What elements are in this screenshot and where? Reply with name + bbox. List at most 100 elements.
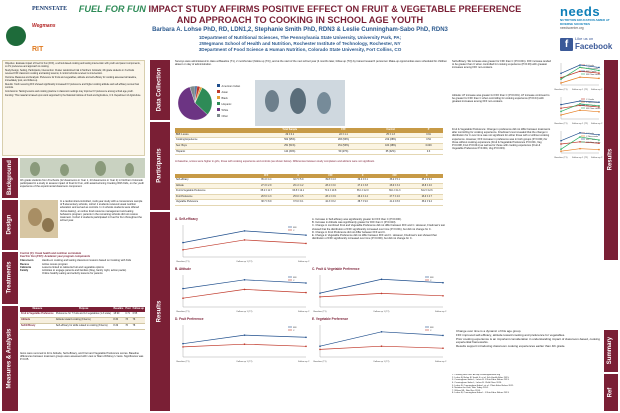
series-line xyxy=(182,279,307,289)
x-tick-label: Follow up 2 (T3) xyxy=(298,261,310,263)
data-point xyxy=(560,72,562,75)
chart-se-cooks-svg: Baseline (T1) Follow up 1 (T2) Follow up 2… xyxy=(554,63,607,91)
section-results: Results xyxy=(150,212,170,411)
data-point xyxy=(305,336,307,338)
treatment-row: Cafeteria Lessons linked to cafeteria fru… xyxy=(20,265,104,269)
section-ref: Ref xyxy=(604,374,618,411)
x-tick-label: Follow up 2 (T3) xyxy=(591,157,603,159)
chart-b-panel: B. Attitude Baseline (T1) Follow up 1 (T2… xyxy=(175,267,314,316)
poster-header: PENNSTATE Wegmans RIT FUEL FOR FUN IMPAC… xyxy=(0,0,620,60)
rit-logo: RIT xyxy=(32,46,44,53)
section-design: Design xyxy=(2,200,18,250)
measures-header: Follow-up xyxy=(131,307,145,312)
right-results-at: Attitude: AT increase was greater for FF… xyxy=(452,94,550,104)
data-point xyxy=(305,281,307,284)
needs-subtitle: NUTRITION EDUCATION AIMED AT DIVERSE SOC… xyxy=(560,18,610,26)
table-row: Hispanic 124 (30%) 59 (27%) 65 (32%) 0.3 xyxy=(175,149,443,156)
data-point xyxy=(598,72,600,74)
abstract-funding: Funding: This material is based upon wor… xyxy=(5,95,142,98)
legend-label: FFF Cooks xyxy=(586,105,596,107)
x-tick-label: Follow up 1 (T2) xyxy=(572,123,588,125)
chart-fv-cooks-panel: Baseline (T1) Follow up 1 (T2) Follow up 2… xyxy=(553,128,607,160)
race-pie-panel: American Indian Asian Black Hispanic White Ot… xyxy=(175,80,250,126)
legend-label: FFF Cooks xyxy=(586,139,596,141)
legend-label: White xyxy=(222,108,229,112)
data-point xyxy=(319,292,321,294)
table-row: Cooking Experience 502 (95%) 283 (66%) 219 … xyxy=(175,137,443,145)
x-tick-label: Follow up 2 (T3) xyxy=(591,123,603,125)
data-point xyxy=(182,241,184,244)
chart-d-panel: D. Fruit Preference Baseline (T1) Follow … xyxy=(175,317,314,366)
x-tick-label: Follow up 2 (T3) xyxy=(591,89,603,91)
data-point xyxy=(579,64,581,66)
series-line xyxy=(182,288,307,299)
data-point xyxy=(380,330,383,333)
pie-slice xyxy=(189,85,196,104)
needs-wordmark: needs xyxy=(560,4,601,19)
affiliation-1: 1Department of Nutritional Sciences, The… xyxy=(198,35,402,40)
data-point xyxy=(598,133,600,136)
data-point xyxy=(598,77,600,80)
facebook-badge[interactable]: f Like us on Facebook xyxy=(560,36,618,54)
data-point xyxy=(579,132,581,134)
data-point xyxy=(243,229,246,232)
needs-url[interactable]: needscenter.org xyxy=(560,26,584,31)
chart-e-svg: Baseline (T1) Follow up 1 (T2) Follow up 2… xyxy=(313,324,451,363)
chart-c-panel: C. Fruit & Vegetable Preference Baseline… xyxy=(312,267,451,316)
facebook-icon: f xyxy=(560,38,573,51)
title-rest: IMPACT STUDY AFFIRMS POSITIVE EFFECT ON … xyxy=(145,4,522,26)
legend-label: C xyxy=(430,330,432,332)
data-point xyxy=(442,294,444,297)
students-photo xyxy=(255,80,345,126)
legend-label: C xyxy=(293,230,295,232)
chart-c-svg: Baseline (T1) Follow up 1 (T2) Follow up 2… xyxy=(313,274,451,313)
x-tick-label: Follow up 1 (T2) xyxy=(237,261,253,263)
affiliations: 1Department of Nutritional Sciences, The… xyxy=(70,35,530,53)
abstract-results: Results: Youth receiving FFF showed sign… xyxy=(5,83,140,89)
legend-swatch xyxy=(217,102,220,105)
table-row: Self-efficacy 35.4 ± 4.4 32.7 ± 5.9 39.8 ± … xyxy=(175,178,443,184)
treatment-row: Online healthy eating and activity lesso… xyxy=(42,272,103,276)
x-tick-label: Follow up 1 (T2) xyxy=(572,157,588,159)
data-point xyxy=(560,82,562,84)
chart-a-title: A. Self-efficacy xyxy=(175,217,198,221)
chart-b-svg: Baseline (T1) Follow up 1 (T2) Follow up 2… xyxy=(176,274,314,313)
x-tick-label: Follow up 1 (T2) xyxy=(374,361,390,363)
data-point xyxy=(319,348,321,350)
data-point xyxy=(579,70,581,73)
chart-d-svg: Baseline (T1) Follow up 1 (T2) Follow up 2… xyxy=(176,324,314,363)
series-line xyxy=(182,230,307,243)
measures-header: Measure xyxy=(20,307,55,312)
section-measures: Measures & Analysis xyxy=(2,306,18,411)
legend-label: Asian xyxy=(222,90,229,94)
measures-header: Post xyxy=(124,307,132,312)
data-point xyxy=(243,343,246,345)
affiliation-2: 2Wegmans School of Health and Nutrition,… xyxy=(199,41,401,47)
x-tick-label: Follow up 2 (T3) xyxy=(298,311,310,313)
legend-label: C Cooks xyxy=(586,99,594,101)
measures-header: Purpose xyxy=(54,307,113,312)
cooking-photo xyxy=(20,200,58,238)
x-tick-label: Follow up 1 (T2) xyxy=(237,361,253,363)
chart-a-svg: Baseline (T1) Follow up 1 (T2) Follow up 2… xyxy=(176,224,314,263)
table-row: Self-Efficacy Self-efficacy for skills re… xyxy=(20,323,145,330)
authors: Barbara A. Lohse PhD, RD, LDN1,2, Stepha… xyxy=(152,27,448,33)
data-point xyxy=(598,66,600,69)
data-point xyxy=(380,292,383,294)
data-point xyxy=(442,334,444,336)
data-point xyxy=(182,345,184,348)
legend-label: Hispanic xyxy=(222,102,233,106)
data-point xyxy=(560,110,562,113)
section-results-right: Results xyxy=(604,60,618,260)
summary-box: Change over time is a dynamic of this ag… xyxy=(452,330,600,370)
data-point xyxy=(598,106,600,108)
data-point xyxy=(243,288,246,290)
section-treatments: Treatments xyxy=(2,252,18,304)
data-point xyxy=(579,100,581,102)
data-point xyxy=(560,114,562,116)
measures-note: Items were summed to form Attitude, Self… xyxy=(20,352,144,362)
participants-note: At baseline, scores were higher in girls… xyxy=(175,160,375,163)
needs-logo: needs NUTRITION EDUCATION AIMED AT DIVER… xyxy=(560,4,618,31)
data-point xyxy=(305,345,307,347)
data-point xyxy=(560,103,562,106)
